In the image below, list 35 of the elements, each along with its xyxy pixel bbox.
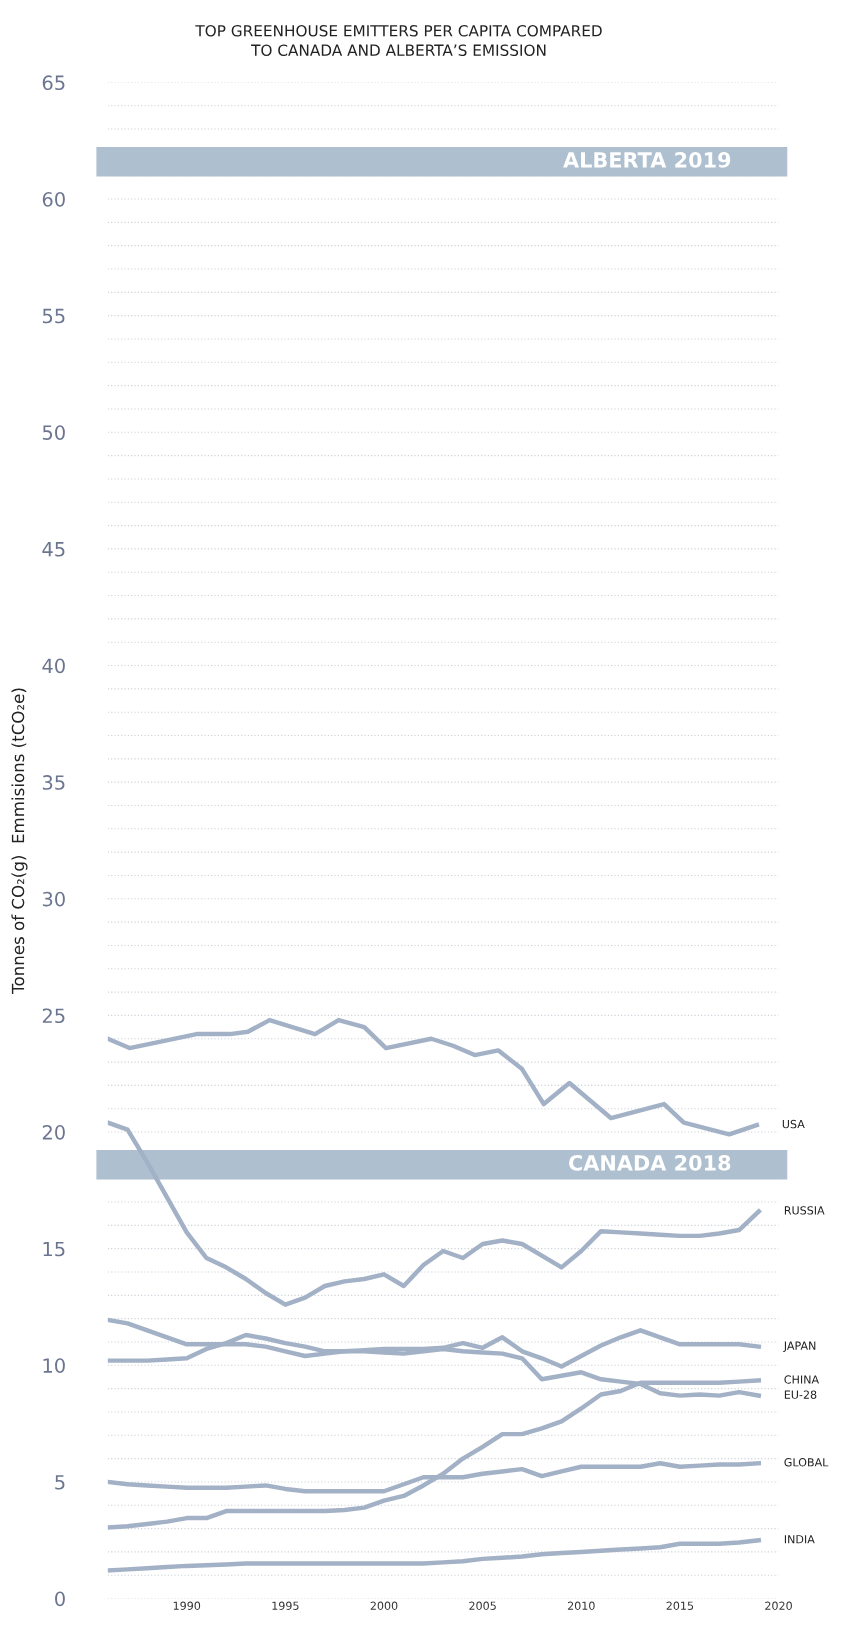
y-tick-label: 40 [42, 658, 65, 674]
text: EU-28 [784, 1390, 817, 1399]
text: RUSSIA [784, 1206, 825, 1215]
text: CHINA [784, 1375, 820, 1384]
y-tick-label: 60 [42, 191, 65, 207]
text: JAPAN [783, 1341, 816, 1352]
chart-title: TOP GREENHOUSE EMITTERS PER CAPITA COMPARED TO CANADA AND ALBERTA’S EMISSION [195, 24, 602, 56]
line-series [107, 1120, 762, 1307]
y-tick-label: 10 [43, 1358, 65, 1373]
x-tick-label: 2005 [469, 1601, 496, 1610]
line-series [107, 1017, 760, 1137]
y-tick-label: 35 [42, 775, 65, 790]
band-label: ALBERTA 2019 [563, 151, 731, 168]
x-tick-label: 2015 [666, 1601, 694, 1610]
line-series [107, 1538, 762, 1573]
y-tick-label: 25 [42, 1008, 65, 1024]
y-tick-label: 65 [42, 75, 65, 91]
y-tick-label: 50 [42, 425, 65, 440]
text: USA [782, 1119, 805, 1129]
y-tick-label: 15 [43, 1241, 65, 1257]
band-label: CANADA 2018 [569, 1154, 731, 1171]
x-tick-label: 1990 [173, 1601, 201, 1610]
x-tick-label: 1995 [272, 1601, 299, 1610]
x-tick-label: 2000 [370, 1601, 398, 1610]
text: GLOBAL [784, 1458, 829, 1467]
x-tick-label: 2020 [765, 1601, 792, 1610]
y-tick-label: 55 [42, 308, 65, 324]
y-tick-label: 5 [55, 1475, 65, 1490]
y-tick-label: 20 [42, 1125, 65, 1140]
y-axis-title: Tonnes of CO₂(g) Emmisions (tCO₂e) [11, 688, 28, 994]
text: INDIA [784, 1535, 815, 1544]
x-tick-label: 2010 [567, 1601, 595, 1610]
y-tick-label: 30 [42, 891, 65, 907]
y-tick-label: 0 [55, 1591, 65, 1607]
y-tick-label: 45 [42, 542, 65, 557]
